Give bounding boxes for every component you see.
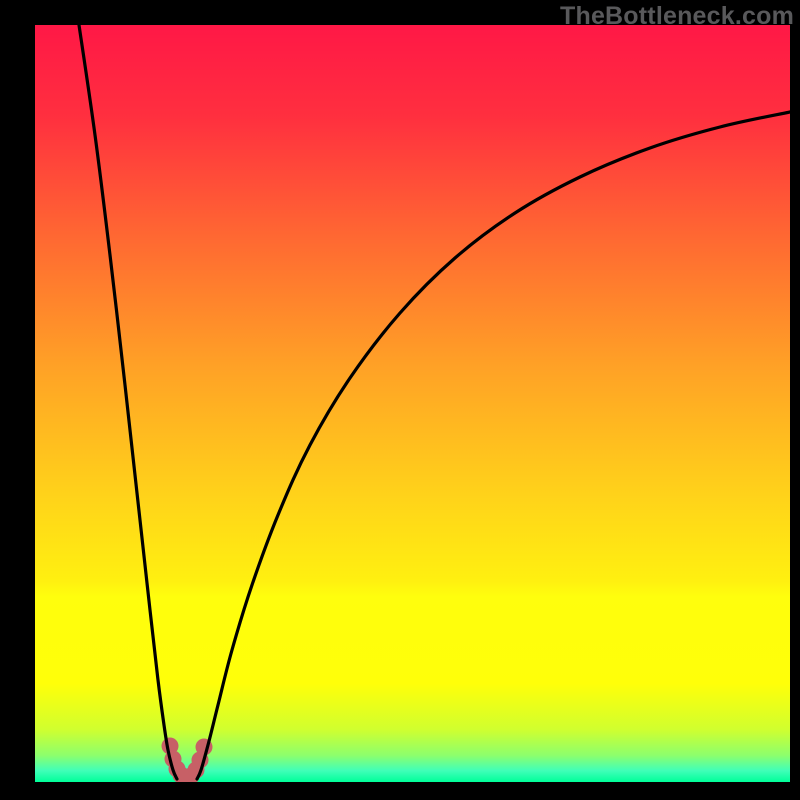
bottleneck-chart [35, 25, 790, 782]
